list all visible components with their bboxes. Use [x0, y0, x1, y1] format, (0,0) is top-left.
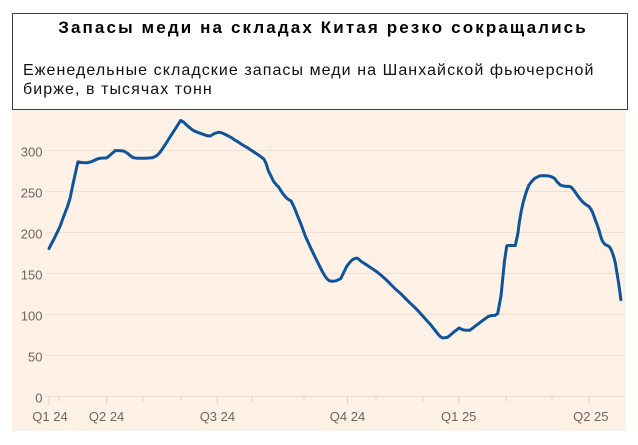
svg-text:100: 100	[21, 308, 43, 323]
svg-text:Q2 25: Q2 25	[573, 409, 608, 424]
svg-text:0: 0	[35, 390, 42, 405]
svg-text:300: 300	[21, 145, 43, 160]
svg-text:Q2 24: Q2 24	[89, 409, 124, 424]
svg-text:250: 250	[21, 186, 43, 201]
svg-text:Q1 24: Q1 24	[32, 409, 67, 424]
svg-text:Q3 24: Q3 24	[200, 409, 235, 424]
svg-text:150: 150	[21, 267, 43, 282]
svg-text:200: 200	[21, 226, 43, 241]
svg-text:50: 50	[28, 349, 42, 364]
svg-text:Q4 24: Q4 24	[330, 409, 365, 424]
svg-text:Q1 25: Q1 25	[441, 409, 476, 424]
